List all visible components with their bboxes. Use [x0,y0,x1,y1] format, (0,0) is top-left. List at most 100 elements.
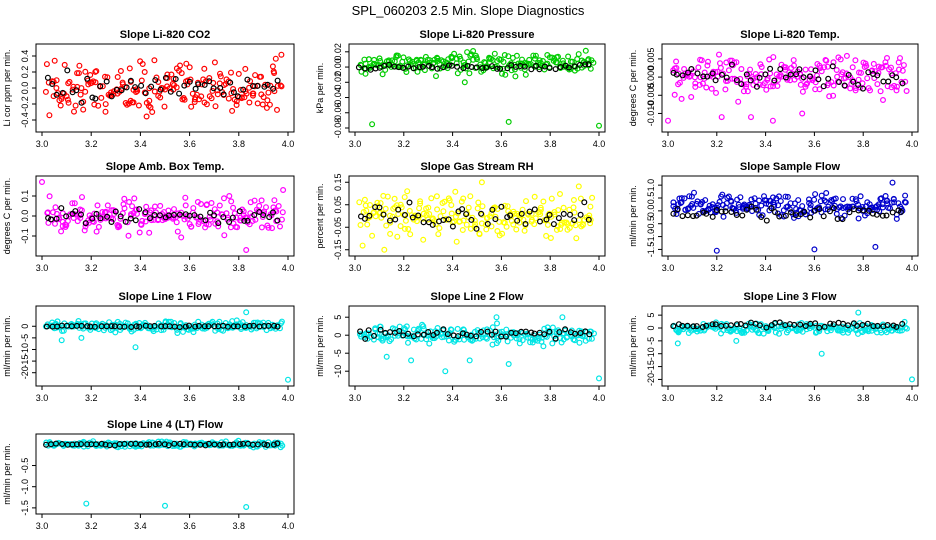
data-point [864,320,871,327]
data-point [544,221,551,228]
data-point [198,201,205,208]
data-point [550,221,557,228]
data-point [775,202,782,209]
x-tick-label: 3.4 [134,393,147,403]
data-point [865,69,872,76]
data-point [546,64,553,71]
data-point [137,441,144,448]
outlier-point [747,114,754,121]
data-point [571,63,578,70]
outlier-point [280,187,287,194]
chart-panel: Slope Li-820 Pressure 3.0 3.2 3.4 3.6 3.8 4.0 -… [315,29,606,149]
data-point [44,74,51,81]
data-point [699,324,706,331]
panel-title: Slope Li-820 CO2 [120,29,210,41]
data-point [748,203,755,210]
data-point [712,77,719,84]
data-point [463,221,470,228]
data-point [547,235,554,242]
data-point [99,209,106,216]
data-point [108,323,115,330]
data-point [501,51,508,58]
data-point [178,234,185,241]
data-point [84,75,91,82]
data-point [774,76,781,83]
data-point [165,207,172,214]
data-point [521,63,528,70]
data-point [742,322,749,329]
data-point [121,205,128,212]
data-point [117,215,124,222]
data-point [693,323,700,330]
panel-title: Slope Amb. Box Temp. [106,161,225,173]
data-point [365,327,372,334]
x-tick-label: 3.8 [857,393,870,403]
y-axis-label: degrees C per min. [2,178,12,255]
data-point [191,441,198,448]
data-point [254,82,261,89]
data-point [156,212,163,219]
data-point [217,70,224,77]
data-point [676,79,683,86]
data-point [747,77,754,84]
data-point [370,336,377,343]
data-point [271,197,278,204]
data-point [216,202,223,209]
data-point [420,326,427,333]
data-point [274,323,281,330]
data-point [500,58,507,65]
data-point [803,81,810,88]
data-point [824,63,831,70]
data-point [540,343,547,350]
y-tick-label: 0.4 [20,50,30,63]
data-point [743,71,750,78]
outlier-point [889,179,896,186]
data-point [572,222,579,229]
data-point [504,65,511,72]
data-point [532,62,539,69]
data-point [64,96,71,103]
data-point [241,217,248,224]
data-point [394,233,401,240]
x-tick-label: 3.8 [857,263,870,273]
data-point [522,198,529,205]
data-point [377,57,384,64]
data-point [896,55,903,62]
data-point [132,84,139,91]
data-point [224,323,231,330]
data-point [693,212,700,219]
data-point [426,211,433,218]
data-point [171,211,178,218]
data-point [90,218,97,225]
data-point [142,209,149,216]
data-point [670,199,677,206]
data-point [818,192,825,199]
data-point [763,86,770,93]
data-point [712,89,719,96]
plot-frame [348,43,606,133]
data-point [161,441,168,448]
data-point [586,331,593,338]
data-point [517,212,524,219]
data-point [229,107,236,114]
data-point [233,101,240,108]
data-point [479,64,486,71]
panel-title: Slope Gas Stream RH [420,161,533,173]
data-point [225,95,232,102]
x-tick-label: 3.0 [349,139,362,149]
data-point [405,226,412,233]
data-point [448,326,455,333]
y-tick-label: -0.010 [646,101,656,127]
data-point [279,442,286,449]
data-point [384,193,391,200]
data-point [244,217,251,224]
data-point [404,188,411,195]
data-point [488,331,495,338]
data-point [883,54,890,61]
data-point [449,223,456,230]
x-tick-label: 3.2 [398,139,411,149]
data-point [704,62,711,69]
data-point [162,74,169,81]
data-point [221,195,228,202]
